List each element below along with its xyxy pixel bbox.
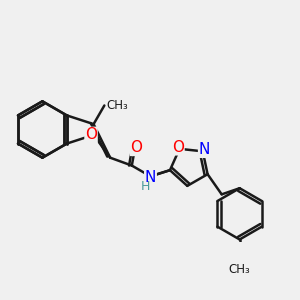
- Text: O: O: [130, 140, 142, 155]
- Text: CH₃: CH₃: [229, 263, 250, 276]
- Text: CH₃: CH₃: [106, 99, 128, 112]
- Text: O: O: [172, 140, 184, 155]
- Text: H: H: [141, 180, 151, 193]
- Text: N: N: [145, 170, 156, 185]
- Text: O: O: [85, 128, 97, 142]
- Text: N: N: [199, 142, 210, 157]
